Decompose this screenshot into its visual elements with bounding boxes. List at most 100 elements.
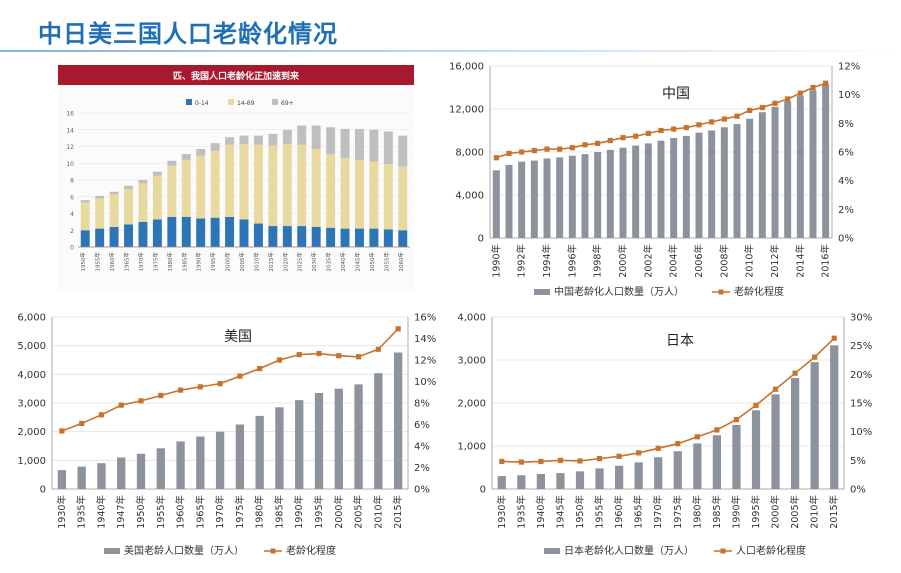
line-point (696, 122, 702, 128)
bar (751, 410, 761, 489)
stacked-bar-segment (124, 189, 133, 225)
stacked-bar-segment (355, 159, 364, 229)
line-point (395, 326, 401, 332)
usa-aging-chart: 0 1,000 2,000 3,000 4,000 5,000 6,000 0% 2% 4% 6% 8… (17, 313, 436, 558)
x-tick-label: 1995年 (750, 495, 762, 529)
stacked-bar-segment (210, 143, 220, 151)
x-tick-label: 1960年 (613, 495, 625, 529)
bar (518, 161, 526, 238)
line-point (810, 84, 816, 91)
bar (822, 84, 830, 239)
x-tick-label: 1947年 (115, 495, 127, 529)
x-tick-label: 1975年 (234, 495, 246, 529)
x-tick-label: 1950年 (135, 495, 147, 529)
bar (644, 143, 652, 238)
x-tick-label: 1930年 (56, 495, 68, 529)
bar (632, 145, 640, 238)
line-point (79, 420, 85, 427)
bar (673, 451, 682, 489)
bar (196, 436, 205, 489)
line-point (683, 125, 689, 131)
line-point (217, 381, 223, 387)
stacked-bar-segment (383, 131, 393, 165)
line-point (197, 384, 203, 390)
stacked-bar-segment (152, 219, 162, 247)
x-tick-label: 1994年 (541, 244, 553, 278)
stacked-bar-segment (398, 166, 408, 231)
line-point (759, 104, 765, 111)
x-tick-label: 2002年 (642, 244, 654, 278)
bar (581, 154, 589, 238)
stacked-bar-segment (95, 198, 105, 229)
stacked-bar-segment (253, 144, 263, 224)
legend-label: 69+ (281, 100, 294, 107)
y-right-tick-label: 8% (414, 399, 430, 410)
bar (771, 106, 779, 238)
stacked-bar-segment (80, 230, 90, 247)
bar (575, 471, 585, 489)
x-tick-label: 2040年 (339, 252, 347, 272)
stacked-bar-segment (268, 133, 278, 146)
line-point (658, 127, 664, 134)
line-point (595, 140, 601, 146)
x-tick-label: 1935年 (76, 495, 88, 529)
stacked-bar-segment (311, 125, 321, 150)
x-tick-label: 1970年 (137, 252, 145, 272)
stacked-bar-segment (80, 202, 90, 231)
bar (796, 96, 804, 238)
legend-label-line: 人口老龄化程度 (736, 544, 806, 557)
stacked-bar-segment (167, 216, 177, 247)
stacked-bar-segment (326, 127, 336, 155)
bar (57, 470, 67, 489)
stacked-bar-segment (167, 160, 177, 166)
line-point (645, 130, 651, 136)
x-tick-label: 1992年 (516, 244, 528, 278)
line-point (518, 459, 524, 465)
bar (374, 373, 383, 489)
stacked-bar-segment (268, 226, 278, 247)
line-point (177, 387, 184, 393)
line-point (158, 392, 164, 399)
line-point (831, 335, 837, 341)
x-tick-label: 1980年 (691, 495, 703, 529)
line-point (296, 352, 302, 358)
stacked-bar-segment (398, 230, 408, 247)
x-tick-label: 2000年 (333, 495, 345, 529)
stacked-bar-segment (225, 216, 235, 247)
bar (693, 443, 702, 489)
x-tick-label: 1960年 (108, 252, 116, 272)
bar (594, 152, 602, 238)
line-point (355, 354, 362, 360)
y-right-tick-label: 0% (838, 234, 854, 245)
bar (784, 101, 792, 238)
stacked-bar-segment (152, 171, 162, 176)
line-point (499, 458, 505, 465)
stacked-bar-segment (152, 175, 162, 220)
chart-annotation: 美国 (224, 329, 252, 345)
line-point (607, 137, 613, 144)
x-tick-label: 1945年 (554, 495, 566, 529)
stacked-bar-segment (124, 185, 133, 190)
stacked-bar-segment (95, 228, 105, 247)
bar (746, 118, 754, 238)
x-tick-label: 1996年 (566, 244, 578, 278)
line-point (675, 441, 681, 447)
bar (136, 453, 146, 489)
line-point (493, 155, 499, 161)
x-tick-label: 2045年 (353, 252, 361, 272)
y-right-tick-label: 14% (414, 334, 436, 345)
line-point (336, 353, 342, 359)
x-tick-label: 1990年 (293, 495, 305, 529)
x-tick-label: 2060年 (397, 252, 405, 272)
chart-background (58, 65, 414, 290)
y-left-tick-label: 2,000 (457, 399, 486, 410)
x-tick-label: 2005年 (789, 495, 801, 529)
x-tick-label: 1985年 (711, 495, 723, 529)
bar (615, 465, 624, 489)
x-tick-label: 1985年 (273, 495, 285, 529)
stacked-bar-segment (282, 226, 292, 247)
x-tick-label: 1940年 (535, 495, 547, 529)
stacked-bar-segment (225, 137, 235, 145)
x-tick-label: 2000年 (224, 252, 232, 272)
x-tick-label: 2006年 (693, 244, 705, 278)
